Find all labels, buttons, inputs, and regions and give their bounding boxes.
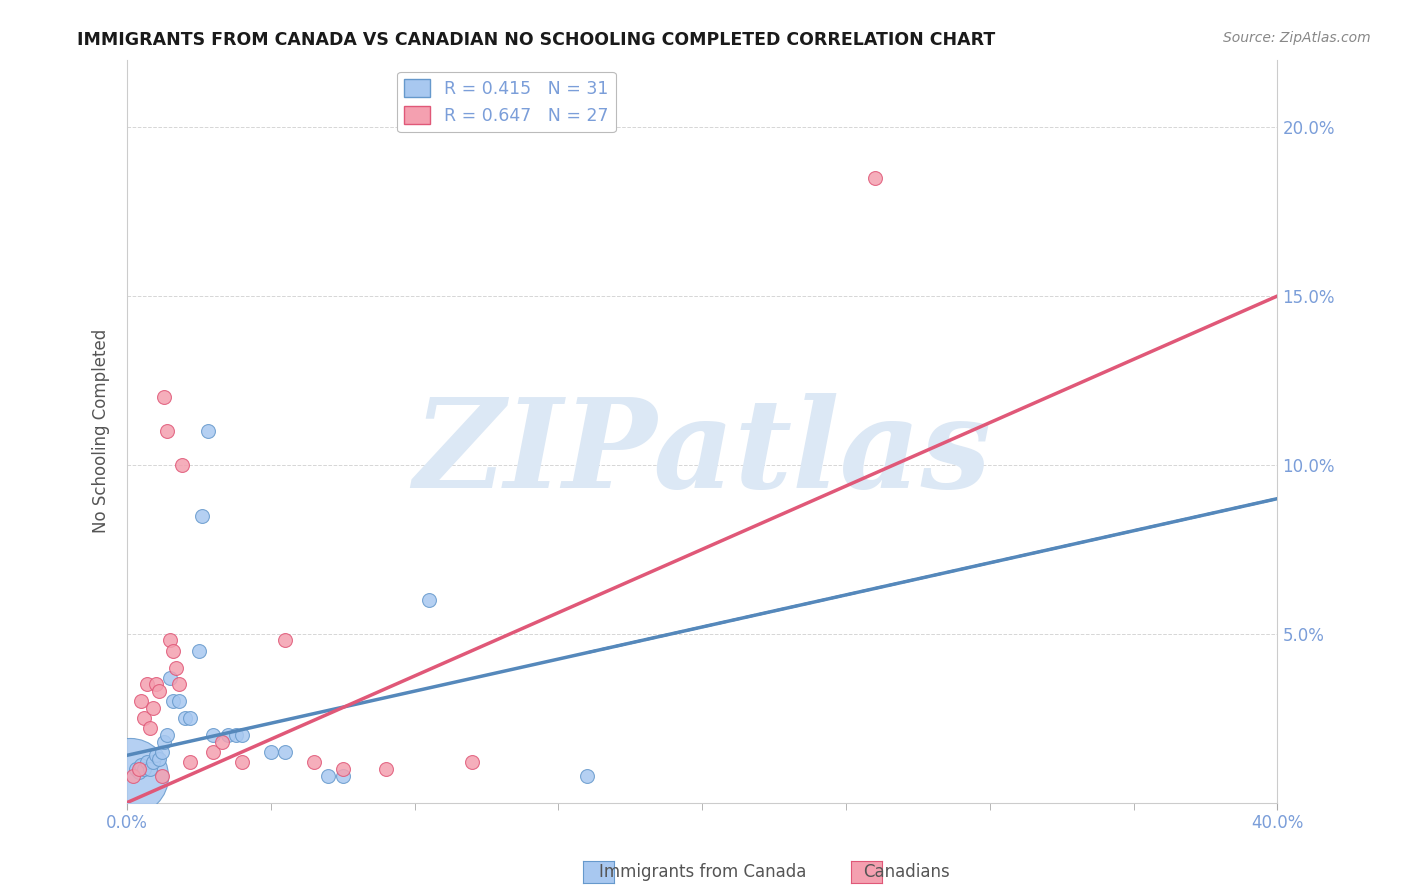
Point [159, 633, 181, 648]
Point [159, 671, 181, 685]
Point [863, 170, 886, 185]
Point [179, 755, 201, 769]
Point [302, 755, 325, 769]
Point [225, 728, 247, 742]
Point [118, 768, 141, 782]
Point [124, 762, 146, 776]
Point [202, 728, 225, 742]
Point [211, 735, 233, 749]
Text: ZIPatlas: ZIPatlas [413, 392, 991, 514]
Point [150, 745, 173, 759]
Point [231, 755, 253, 769]
Point [274, 745, 297, 759]
Point [145, 748, 167, 763]
Point [148, 752, 170, 766]
Point [148, 684, 170, 698]
Point [187, 643, 209, 657]
Point [136, 755, 159, 769]
Point [576, 768, 599, 782]
Point [217, 728, 239, 742]
Point [374, 762, 396, 776]
Point [139, 721, 162, 735]
Point [165, 660, 187, 674]
Point [332, 768, 354, 782]
Text: Immigrants from Canada: Immigrants from Canada [599, 863, 807, 881]
Point [179, 711, 201, 725]
Point [167, 677, 190, 691]
Point [128, 765, 150, 780]
Point [197, 424, 219, 438]
Point [318, 768, 340, 782]
Point [156, 424, 179, 438]
Point [150, 768, 173, 782]
Point [332, 762, 354, 776]
Point [162, 643, 184, 657]
Y-axis label: No Schooling Completed: No Schooling Completed [93, 329, 110, 533]
Point [156, 728, 179, 742]
Point [136, 677, 159, 691]
Point [162, 694, 184, 708]
Point [134, 711, 156, 725]
Point [461, 755, 484, 769]
Point [145, 677, 167, 691]
Point [260, 745, 283, 759]
Point [274, 633, 297, 648]
Point [170, 458, 193, 472]
Point [134, 762, 156, 776]
Point [131, 758, 153, 772]
Text: Source: ZipAtlas.com: Source: ZipAtlas.com [1223, 31, 1371, 45]
Point [202, 745, 225, 759]
Point [142, 755, 165, 769]
Point [142, 701, 165, 715]
Point [173, 711, 195, 725]
Point [121, 768, 143, 782]
Point [153, 390, 176, 404]
Legend: R = 0.415   N = 31, R = 0.647   N = 27: R = 0.415 N = 31, R = 0.647 N = 27 [398, 72, 616, 132]
Point [131, 694, 153, 708]
Point [139, 762, 162, 776]
Point [418, 593, 440, 607]
Text: Canadians: Canadians [863, 863, 950, 881]
Point [128, 762, 150, 776]
Text: IMMIGRANTS FROM CANADA VS CANADIAN NO SCHOOLING COMPLETED CORRELATION CHART: IMMIGRANTS FROM CANADA VS CANADIAN NO SC… [77, 31, 995, 49]
Point [153, 735, 176, 749]
Point [191, 508, 214, 523]
Point [231, 728, 253, 742]
Point [167, 694, 190, 708]
